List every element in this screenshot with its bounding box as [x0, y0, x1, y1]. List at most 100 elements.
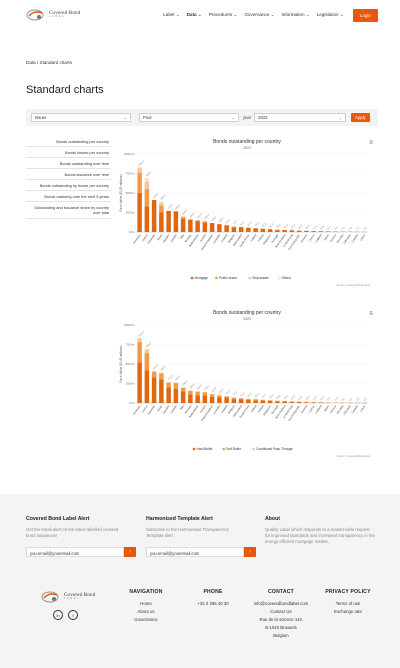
bar-segment — [195, 220, 200, 222]
footer-col-title: About — [265, 516, 280, 522]
chart-menu-item[interactable]: Bonds issued per country — [26, 147, 111, 159]
bar-total-label: 88.0 — [225, 218, 231, 224]
footer-link-home[interactable]: Home — [140, 601, 152, 606]
footer-link-terms[interactable]: Terms of use — [335, 601, 361, 606]
bar-segment — [260, 228, 266, 232]
site-header: Covered Bond LABEL Label ⌄ Data ⌄ Proced… — [0, 0, 400, 30]
site-logo[interactable]: Covered Bond LABEL — [26, 8, 80, 22]
apply-button[interactable]: Apply — [351, 113, 370, 122]
nav-data[interactable]: Data ⌄ — [186, 12, 202, 17]
cbl-alert-submit-button[interactable]: › — [124, 547, 136, 557]
bar-segment — [246, 399, 251, 403]
x-tick-label: Slovakia — [335, 233, 344, 244]
twitter-icon[interactable]: t — [68, 610, 78, 620]
footer-link-about[interactable]: About us — [137, 608, 155, 614]
chart-menu: Bonds outstanding per country Bonds issu… — [26, 136, 111, 219]
x-tick-label: Denmark — [146, 404, 156, 416]
bar-segment — [137, 338, 142, 343]
bar-segment — [137, 167, 142, 169]
nav-legislation[interactable]: Legislation ⌄ — [316, 12, 344, 17]
nav-label[interactable]: Label ⌄ — [163, 12, 180, 17]
x-tick-label: France — [141, 404, 149, 414]
bar-segment — [260, 399, 266, 401]
x-tick-label: Norway — [184, 404, 193, 414]
x-tick-label: Ireland — [249, 404, 257, 413]
chart-menu-item[interactable]: Bonds outstanding per country — [26, 136, 111, 148]
bar-total-label: 62.0 — [240, 391, 246, 397]
x-tick-label: Latvia — [359, 404, 367, 413]
bar-total-label: 42.0 — [261, 222, 267, 228]
bar-segment — [202, 395, 208, 403]
bar-segment — [260, 400, 266, 403]
footer-link-exchange-rate[interactable]: Exchange rate — [334, 608, 362, 614]
login-button[interactable]: Login — [352, 8, 378, 22]
y-tick-label: 500 bn — [126, 191, 135, 195]
bar-total-label: 30.0 — [276, 394, 282, 400]
bar-total-label: 55.0 — [247, 221, 253, 227]
bar-segment — [173, 382, 179, 384]
bar-segment — [202, 221, 208, 223]
y-tick-label: 1000 bn — [124, 323, 135, 327]
bar-total-label: 2.0 — [363, 226, 368, 231]
legend-swatch — [215, 276, 218, 280]
chevron-down-icon: ⌄ — [305, 12, 310, 17]
pool-select[interactable]: Pool ⌄ — [139, 113, 239, 122]
bar-total-label: 115.0 — [211, 386, 218, 393]
x-tick-label: Latvia — [359, 233, 367, 242]
chart-menu-item[interactable]: Bonds issuance over time — [26, 169, 111, 181]
footer-contact: CONTACT info@coveredbondlabel.com Contac… — [246, 589, 316, 640]
footer-privacy-title: PRIVACY POLICY — [325, 589, 371, 595]
x-tick-label: Italy — [179, 233, 185, 240]
bar-segment — [209, 394, 215, 397]
bar-segment — [253, 400, 258, 403]
footer-logo[interactable]: Covered Bond LABEL — [41, 590, 95, 604]
nav-information[interactable]: Information ⌄ — [281, 12, 310, 17]
footer-link-governance[interactable]: Governance — [134, 616, 158, 622]
year-select[interactable]: 2023 ⌄ — [254, 113, 347, 122]
issuer-select[interactable]: Issuer ⌄ — [31, 113, 131, 122]
footer-contact-link[interactable]: Contact Us — [270, 608, 292, 614]
htt-alert-submit-button[interactable]: › — [244, 547, 256, 557]
cbl-alert-email-input[interactable]: you.email@youremail.com — [26, 547, 124, 557]
footer-contact-email[interactable]: info@coveredbondlabel.com — [253, 601, 309, 606]
bar-segment — [231, 399, 237, 403]
bar-segment — [195, 391, 200, 396]
nav-procedures[interactable]: Procedures ⌄ — [208, 12, 238, 17]
bar-total-label: 3.0 — [356, 226, 361, 231]
bar-segment — [137, 193, 142, 232]
bar-segment — [304, 230, 309, 232]
main-nav: Label ⌄ Data ⌄ Procedures ⌄ Governance ⌄… — [156, 8, 378, 22]
logo-mark-icon — [41, 591, 59, 603]
bar-total-label: 5.0 — [341, 397, 346, 402]
x-tick-label: Switzerland — [232, 404, 244, 418]
bar-segment — [180, 218, 186, 232]
linkedin-icon[interactable]: in — [53, 610, 63, 620]
site-footer — [0, 494, 400, 668]
htt-alert-email-input[interactable]: you.email@youremail.com — [146, 547, 244, 557]
chart-menu-item[interactable]: Bonds maturing over the next 5 years — [26, 191, 111, 203]
x-tick-label: Lettland — [314, 233, 323, 244]
chart-menu-item[interactable]: Outstanding and issuance share by countr… — [26, 202, 111, 219]
bar-total-label: 2.0 — [363, 397, 368, 402]
footer-navigation: NAVIGATION Home About us Governance — [111, 589, 181, 624]
x-tick-label: Japan — [322, 233, 330, 242]
x-tick-label: Norway — [184, 233, 193, 243]
nav-governance[interactable]: Governance ⌄ — [244, 12, 275, 17]
chart-menu-item[interactable]: Bonds outstanding by issuer per country — [26, 180, 111, 192]
filter-bar: Issuer ⌄ Pool ⌄ year 2023 ⌄ Apply — [26, 109, 378, 126]
bar-total-label: 150.0 — [196, 213, 203, 220]
bar-total-label: 15.0 — [305, 224, 311, 230]
bar-segment — [318, 231, 324, 232]
x-tick-label: Finland — [220, 233, 229, 243]
bar-segment — [137, 172, 142, 193]
bar-total-label: 36.0 — [269, 393, 275, 399]
bar-total-label: 4.0 — [348, 226, 353, 231]
bar-segment — [180, 216, 186, 219]
footer-phone-number[interactable]: +32 2 285 40 30 — [197, 601, 229, 606]
x-tick-label: Estonia — [300, 404, 309, 414]
x-tick-label: Cyprus — [307, 233, 316, 243]
chart-menu-item[interactable]: Bonds outstanding over time — [26, 158, 111, 170]
bar-segment — [246, 398, 251, 400]
bar-segment — [275, 230, 280, 232]
